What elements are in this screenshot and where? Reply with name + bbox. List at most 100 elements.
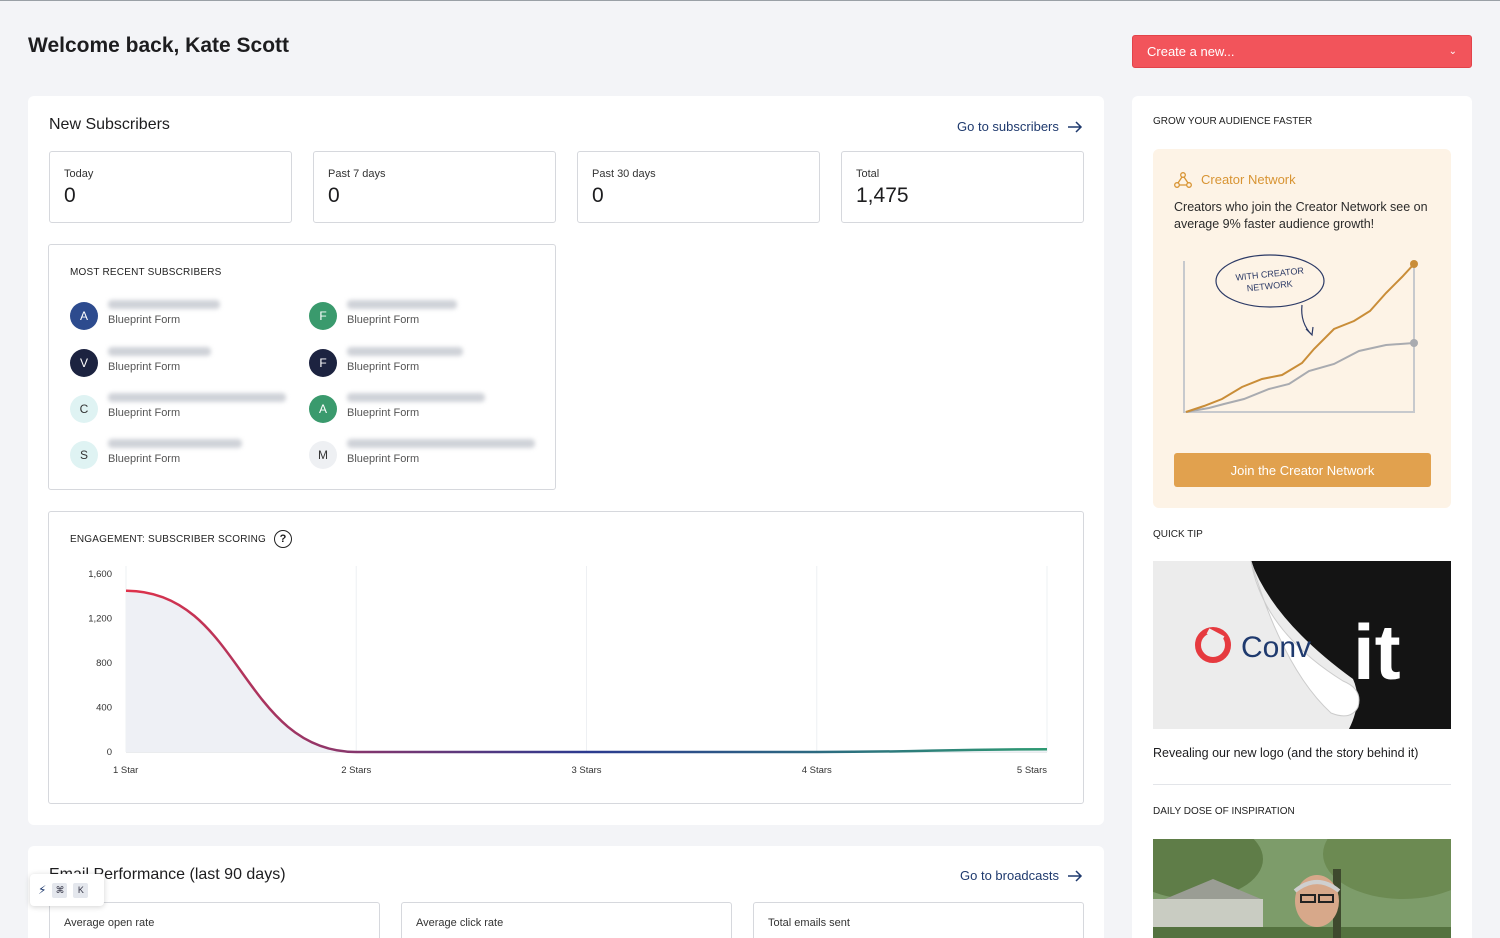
engagement-chart-panel: ENGAGEMENT: SUBSCRIBER SCORING ? 0 400 800… [48,511,1084,804]
avatar: S [70,441,98,469]
list-item[interactable]: A Blueprint Form [70,298,310,332]
stat-today: Today 0 [49,151,292,223]
list-item[interactable]: M Blueprint Form [309,437,549,471]
cmd-key: ⌘ [52,882,68,898]
stat-value: 1,475 [856,184,909,207]
y-tick-label: 0 [107,747,112,758]
most-recent-title: MOST RECENT SUBSCRIBERS [70,267,222,278]
go-to-broadcasts-label: Go to broadcasts [960,868,1059,883]
list-item[interactable]: C Blueprint Form [70,391,310,425]
y-tick-label: 800 [96,658,112,669]
engagement-title: ENGAGEMENT: SUBSCRIBER SCORING [70,533,267,545]
quick-tip-link[interactable]: Revealing our new logo (and the story be… [1153,746,1419,760]
stat-label: Average open rate [64,917,155,929]
list-item[interactable]: F Blueprint Form [309,345,549,379]
engagement-chart: 0 400 800 1,200 1,600 1 Star 2 Stars 3 Stars 4 S… [88,566,1048,776]
y-tick-label: 1,200 [88,614,112,625]
divider [1153,784,1451,785]
create-new-label: Create a new... [1147,44,1235,59]
lightning-icon: ⚡ [38,883,47,897]
x-tick-label: 4 Stars [802,765,832,776]
subscriber-source: Blueprint Form [108,407,181,419]
list-item[interactable]: F Blueprint Form [309,298,549,332]
email-performance-card: Email Performance (last 90 days) Go to b… [28,846,1104,938]
create-new-dropdown[interactable]: Create a new... ⌄ [1132,35,1472,68]
x-tick-label: 5 Stars [1017,765,1047,776]
quick-tip-image[interactable]: Conv it [1153,561,1451,729]
blurred-email [347,300,457,309]
y-tick-label: 1,600 [88,569,112,580]
join-creator-network-button[interactable]: Join the Creator Network [1174,453,1431,487]
logo-text-conv: Conv [1241,631,1311,664]
question-circle-icon[interactable]: ? [274,530,293,548]
daily-inspiration-title: DAILY DOSE OF INSPIRATION [1153,806,1295,817]
stat-average-open-rate: Average open rate [49,902,380,938]
x-tick-label: 1 Star [113,765,138,776]
page-title: Welcome back, Kate Scott [28,34,290,57]
avatar: F [309,349,337,377]
avatar: A [309,395,337,423]
arrow-right-icon [1068,869,1083,882]
x-tick-label: 3 Stars [571,765,601,776]
avatar: F [309,302,337,330]
stat-value: 0 [592,184,604,207]
blurred-email [347,393,485,402]
stat-past-7-days: Past 7 days 0 [313,151,556,223]
y-tick-label: 400 [96,703,112,714]
creator-network-promo: Creator Network Creators who join the Cr… [1153,149,1451,508]
arrow-right-icon [1067,120,1082,133]
creator-network-title: Creator Network [1201,172,1296,187]
most-recent-subscribers: MOST RECENT SUBSCRIBERS A Blueprint Form… [48,244,556,490]
avatar: V [70,349,98,377]
grow-audience-title: GROW YOUR AUDIENCE FASTER [1153,116,1313,127]
quick-tip-title: QUICK TIP [1153,529,1203,540]
blurred-email [347,347,463,356]
series-line [125,589,1048,754]
stat-average-click-rate: Average click rate [401,902,732,938]
subscriber-source: Blueprint Form [347,453,420,465]
engagement-header: ENGAGEMENT: SUBSCRIBER SCORING ? [70,530,293,548]
avatar: C [70,395,98,423]
stat-past-30-days: Past 30 days 0 [577,151,820,223]
stat-total: Total 1,475 [841,151,1084,223]
stat-label: Total emails sent [768,917,850,929]
blurred-email [108,300,220,309]
subscriber-source: Blueprint Form [347,361,420,373]
logo-text-it: it [1353,608,1401,696]
blurred-email [108,439,242,448]
stat-value: 0 [64,184,76,207]
subscriber-source: Blueprint Form [108,361,181,373]
top-border [0,0,1500,1]
daily-inspiration-image[interactable] [1153,839,1451,938]
area-fill [126,590,1047,752]
go-to-broadcasts-link[interactable]: Go to broadcasts [960,868,1083,883]
stat-label: Today [64,168,94,180]
stat-total-emails-sent: Total emails sent [753,902,1084,938]
x-tick-label: 2 Stars [341,765,371,776]
go-to-subscribers-label: Go to subscribers [957,119,1059,134]
blurred-email [347,439,535,448]
k-key: K [73,882,89,898]
go-to-subscribers-link[interactable]: Go to subscribers [957,119,1083,134]
sidebar-card: GROW YOUR AUDIENCE FASTER Creator Networ… [1132,96,1472,938]
email-performance-title: Email Performance (last 90 days) [49,866,286,883]
avatar: M [309,441,337,469]
subscriber-source: Blueprint Form [108,453,181,465]
bubble-line-2: NETWORK [1246,279,1293,294]
growth-illustration: WITH CREATOR NETWORK [1183,254,1418,413]
inspiration-photo [1153,839,1451,938]
kit-logo-artwork: Conv it [1153,561,1451,729]
blurred-email [108,347,211,356]
list-item[interactable]: A Blueprint Form [309,391,549,425]
stat-label: Past 30 days [592,168,656,180]
new-subscribers-card: New Subscribers Go to subscribers Today … [28,96,1104,825]
command-bar-shortcut[interactable]: ⚡ ⌘ K [30,874,104,906]
subscriber-source: Blueprint Form [347,314,420,326]
subscriber-source: Blueprint Form [347,407,420,419]
stat-label: Average click rate [416,917,504,929]
list-item[interactable]: V Blueprint Form [70,345,310,379]
avatar: A [70,302,98,330]
list-item[interactable]: S Blueprint Form [70,437,310,471]
stat-label: Past 7 days [328,168,386,180]
network-icon [1174,172,1192,188]
